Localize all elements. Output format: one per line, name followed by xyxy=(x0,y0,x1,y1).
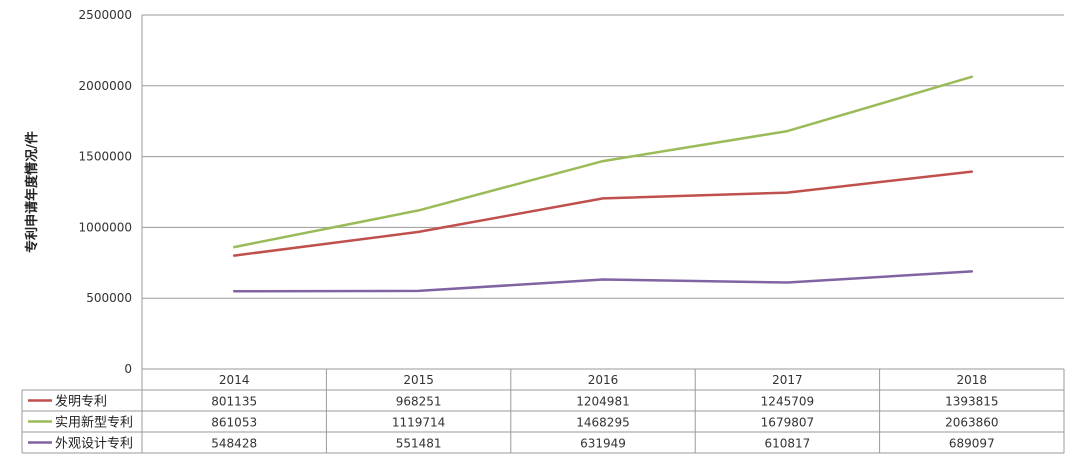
y-tick-label: 500000 xyxy=(86,291,132,305)
y-tick-label: 1500000 xyxy=(79,150,132,164)
data-table: 2014 2015 2016 2017 2018 发明专利 801135 968251 1204… xyxy=(21,368,1065,454)
data-cell: 1393815 xyxy=(945,395,998,409)
data-cell: 551481 xyxy=(396,437,442,451)
data-cell: 1679807 xyxy=(761,416,814,430)
y-axis-label: 专利申请年度情况/件 xyxy=(24,131,40,253)
legend-label: 外观设计专利 xyxy=(55,437,133,452)
y-tick-label: 2000000 xyxy=(79,79,132,93)
data-cell: 1119714 xyxy=(392,416,445,430)
data-cell: 801135 xyxy=(211,395,257,409)
gridlines xyxy=(141,14,1064,370)
x-tick-label: 2014 xyxy=(219,373,250,387)
series-line xyxy=(232,270,974,293)
data-cell: 861053 xyxy=(211,416,257,430)
data-cell: 968251 xyxy=(396,395,442,409)
data-cell: 2063860 xyxy=(945,416,998,430)
data-cell: 689097 xyxy=(949,437,995,451)
data-cell: 610817 xyxy=(764,437,810,451)
x-tick-label: 2017 xyxy=(772,373,803,387)
data-cell: 1468295 xyxy=(576,416,629,430)
series-lines xyxy=(232,75,974,293)
series-line xyxy=(232,75,974,249)
data-cell: 548428 xyxy=(211,437,257,451)
data-cell: 1245709 xyxy=(761,395,814,409)
series-line xyxy=(232,170,974,257)
x-tick-label: 2016 xyxy=(588,373,619,387)
legend-label: 实用新型专利 xyxy=(55,415,133,431)
data-cell: 1204981 xyxy=(576,395,629,409)
y-tick-label: 1000000 xyxy=(79,220,132,234)
y-tick-label: 2500000 xyxy=(79,8,132,22)
y-tick-label: 0 xyxy=(124,362,132,376)
y-tick-labels: 0 500000 1000000 1500000 2000000 2500000 xyxy=(79,8,132,376)
legend-label: 发明专利 xyxy=(55,394,107,410)
x-tick-label: 2015 xyxy=(403,373,434,387)
x-tick-label: 2018 xyxy=(957,373,988,387)
data-cell: 631949 xyxy=(580,437,626,451)
